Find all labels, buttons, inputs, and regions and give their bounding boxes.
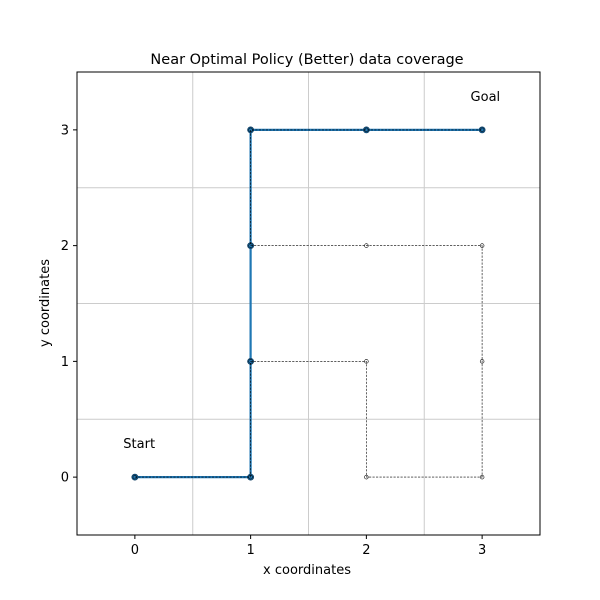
plot-frame <box>76 71 541 536</box>
series-dashed-point-6 <box>479 359 485 364</box>
series-dashed-point-3 <box>364 359 369 364</box>
series-dashed-point-11 <box>364 127 369 133</box>
series-dashed-point-12 <box>479 127 485 133</box>
annotation-goal: Goal <box>471 90 501 105</box>
y-tick-label-3: 3 <box>61 123 69 138</box>
x-axis-label: x coordinates <box>263 563 351 578</box>
series-dashed-point-9 <box>248 243 253 248</box>
x-tick-label-0: 0 <box>131 543 139 558</box>
series-dashed-point-2 <box>248 359 253 364</box>
axis-ticks: 0 1 2 3 0 1 2 3 <box>61 123 487 558</box>
x-tick-label-1: 1 <box>246 543 254 558</box>
grid-lines <box>77 72 540 535</box>
y-tick-label-0: 0 <box>61 471 69 486</box>
x-tick-label-2: 2 <box>362 543 370 558</box>
x-tick-label-3: 3 <box>478 543 486 558</box>
series-dashed-line <box>134 129 483 478</box>
y-tick-label-1: 1 <box>61 355 69 370</box>
series-dashed-point-10 <box>248 127 253 133</box>
annotation-start: Start <box>123 437 155 452</box>
series-dashed-point-0 <box>132 474 138 480</box>
annotations: Start Goal <box>123 90 500 452</box>
series-dashed-point-4 <box>364 474 369 480</box>
series-dashed-point-5 <box>479 474 485 480</box>
data-series <box>131 126 486 481</box>
series-dashed-point-8 <box>364 243 369 248</box>
chart-title: Near Optimal Policy (Better) data covera… <box>150 52 463 68</box>
y-tick-label-2: 2 <box>61 239 69 254</box>
series-dashed-point-1 <box>248 474 253 480</box>
y-axis-label: y coordinates <box>38 259 53 347</box>
series-dashed-point-7 <box>479 243 485 248</box>
